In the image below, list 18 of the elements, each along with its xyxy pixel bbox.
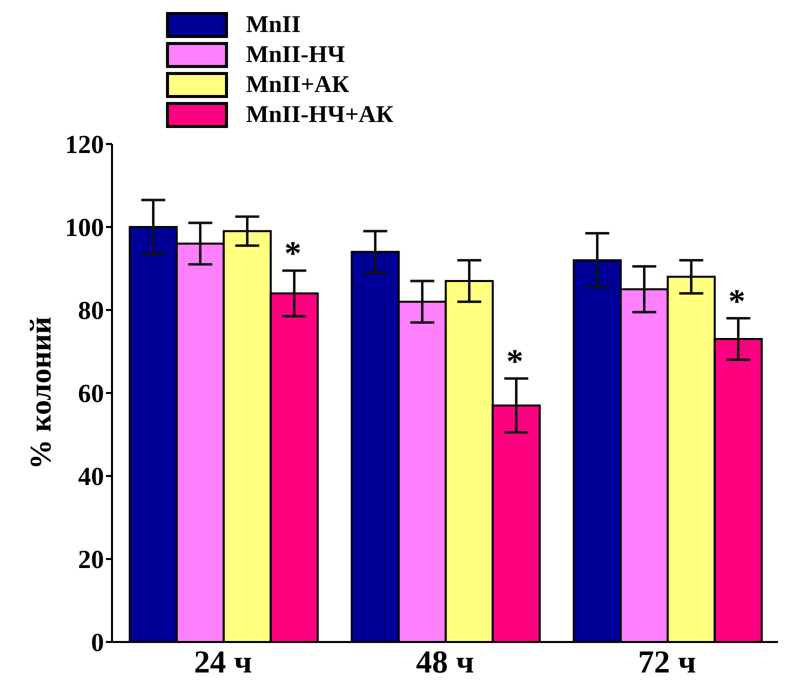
- annotation: *: [284, 236, 302, 273]
- annotation: *: [728, 283, 746, 320]
- x-tick-label: 48 ч: [416, 644, 474, 680]
- annotation: *: [506, 343, 524, 380]
- y-tick-label: 40: [78, 462, 104, 492]
- y-tick-label: 80: [78, 296, 104, 326]
- legend-label: MnII: [246, 12, 301, 38]
- y-axis-title: % колоний: [24, 316, 58, 470]
- legend-label: MnII-НЧ: [246, 42, 345, 68]
- y-tick-label: 120: [65, 130, 104, 160]
- y-tick-label: 60: [78, 379, 104, 408]
- legend-label: MnII+АК: [246, 72, 350, 98]
- legend-label: MnII-НЧ+АК: [246, 102, 394, 128]
- y-tick-label: 0: [91, 628, 104, 658]
- x-tick-label: 72 ч: [638, 644, 696, 680]
- x-tick-label: 24 ч: [194, 644, 252, 680]
- y-tick-label: 100: [65, 213, 104, 242]
- y-tick-label: 20: [78, 545, 104, 574]
